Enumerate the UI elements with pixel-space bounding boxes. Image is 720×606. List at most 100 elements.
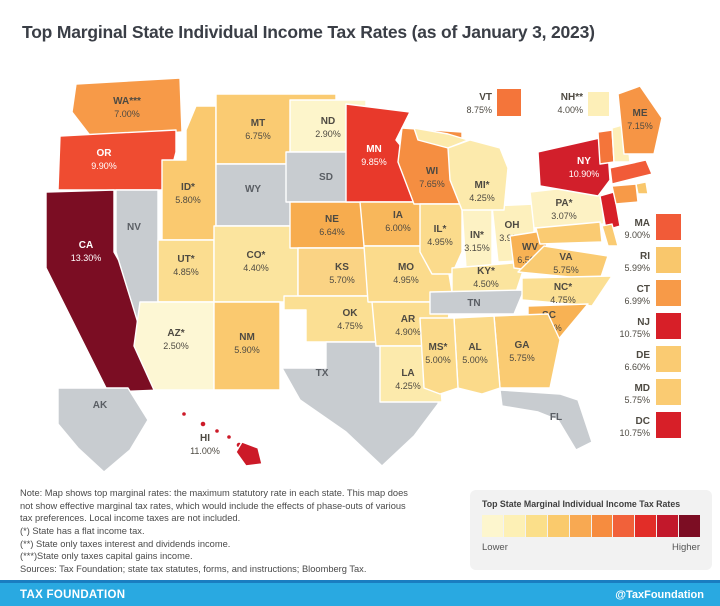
state-AZ: AZ* 2.50% — [133, 301, 215, 391]
callout-MD-swatch — [656, 379, 681, 405]
state-OK-label: OK — [343, 308, 359, 319]
state-AZ-label: AZ* — [167, 328, 184, 339]
note-line: tax preferences. Local income taxes are … — [20, 513, 241, 524]
state-NM: NM 5.90% — [213, 301, 281, 391]
state-NY-label: NY — [577, 156, 591, 167]
callout-RI-rate: 5.99% — [624, 263, 650, 273]
state-PA-label: PA* — [555, 198, 572, 209]
note-line: Note: Map shows top marginal rates: the … — [20, 488, 408, 498]
state-CO-label: CO* — [247, 250, 266, 261]
callout-NH: NH** 4.00% — [557, 92, 609, 116]
state-ME-rate: 7.15% — [627, 121, 653, 131]
footer-brand: TAX FOUNDATION — [20, 588, 126, 601]
state-HI-label: HI — [200, 433, 210, 444]
state-HI-shape — [199, 420, 207, 428]
callout-NJ-label: NJ — [637, 317, 650, 328]
state-AR-rate: 4.90% — [395, 327, 421, 337]
state-OR-shape — [57, 129, 177, 191]
state-FL-label: FL — [550, 412, 562, 423]
state-WV-label: WV — [522, 242, 538, 253]
state-UT-rate: 4.85% — [173, 267, 199, 277]
callout-DC-label: DC — [636, 416, 650, 427]
state-DE-shape — [601, 223, 619, 247]
callout-VT-rate: 8.75% — [466, 105, 492, 115]
state-AK: AK — [57, 387, 149, 473]
callout-CT-rate: 6.99% — [624, 296, 650, 306]
state-CO: CO* 4.40% — [213, 225, 299, 303]
legend-lower-label: Lower — [482, 542, 508, 553]
state-HI: HI 11.00% — [180, 410, 263, 467]
state-VA: VA 5.75% — [517, 245, 609, 281]
legend-panel: Top State Marginal Individual Income Tax… — [470, 490, 712, 570]
state-PA-rate: 3.07% — [551, 211, 577, 221]
state-CO-rate: 4.40% — [243, 263, 269, 273]
state-HI-shape — [213, 427, 221, 435]
legend-gradient — [482, 515, 701, 537]
state-MD — [535, 221, 603, 245]
us-choropleth-map: WA*** 7.00% OR 9.90% CA 13.30% NV ID* 5.80% MT 6.7… — [45, 77, 681, 473]
state-AL-rate: 5.00% — [462, 355, 488, 365]
state-MA — [609, 159, 653, 185]
legend-swatch-8 — [635, 515, 657, 537]
callout-DE-swatch — [656, 346, 681, 372]
callout-DE-label: DE — [636, 350, 650, 361]
page-title: Top Marginal State Individual Income Tax… — [22, 22, 595, 42]
state-GA: GA 5.75% — [493, 313, 561, 389]
legend-swatch-2 — [503, 515, 525, 537]
state-IL: IL* 4.95% — [419, 203, 463, 275]
state-TN-shape — [429, 289, 525, 315]
state-LA-rate: 4.25% — [395, 381, 421, 391]
callout-NH-swatch — [588, 92, 609, 116]
state-NM-rate: 5.90% — [234, 345, 260, 355]
state-AK-shape — [57, 387, 149, 473]
legend-swatch-9 — [657, 515, 679, 537]
state-MT-label: MT — [251, 118, 265, 129]
state-IL-label: IL* — [434, 224, 447, 235]
legend-higher-label: Higher — [672, 542, 700, 553]
state-OK-rate: 4.75% — [337, 321, 363, 331]
legend-swatch-6 — [591, 515, 613, 537]
state-LA-label: LA — [401, 368, 414, 379]
callout-NJ-rate: 10.75% — [619, 329, 650, 339]
state-RI-shape — [635, 181, 649, 195]
callout-DE: DE6.60% — [624, 346, 681, 372]
state-MI-label: MI* — [475, 180, 490, 191]
state-IN-rate: 3.15% — [464, 243, 490, 253]
callout-VT: VT 8.75% — [466, 89, 521, 116]
state-MI-rate: 4.25% — [469, 193, 495, 203]
state-OH-label: OH — [505, 220, 520, 231]
state-MN-rate: 9.85% — [361, 157, 387, 167]
state-WY-label: WY — [245, 184, 261, 195]
callout-CT-swatch — [656, 280, 681, 306]
callout-MD-label: MD — [634, 383, 650, 394]
state-WY-shape — [215, 163, 293, 227]
callout-MA-label: MA — [634, 218, 650, 229]
state-ME: ME 7.15% — [617, 85, 663, 155]
state-RI — [635, 181, 649, 195]
state-IL-rate: 4.95% — [427, 237, 453, 247]
callout-VT-label: VT — [479, 92, 492, 103]
state-MO-label: MO — [398, 262, 414, 273]
callout-CT-label: CT — [637, 284, 650, 295]
state-OR-rate: 9.90% — [91, 161, 117, 171]
state-ND-label: ND — [321, 116, 335, 127]
state-TN-label: TN — [467, 298, 480, 309]
callout-DE-rate: 6.60% — [624, 362, 650, 372]
state-NE-rate: 6.64% — [319, 227, 345, 237]
state-VA-label: VA — [559, 252, 572, 263]
callout-NJ-swatch — [656, 313, 681, 339]
state-NC: NC* 4.75% — [521, 275, 613, 307]
callout-MD-rate: 5.75% — [624, 395, 650, 405]
note-line: (*) State has a flat income tax. — [20, 525, 145, 536]
legend-swatch-7 — [613, 515, 635, 537]
state-OR-label: OR — [97, 148, 113, 159]
state-WI-label: WI — [426, 166, 438, 177]
state-DE — [601, 223, 619, 247]
state-MS: MS* 5.00% — [419, 317, 459, 395]
state-ID-rate: 5.80% — [175, 195, 201, 205]
footer-bar: TAX FOUNDATION @TaxFoundation — [0, 580, 720, 606]
state-MS-rate: 5.00% — [425, 355, 451, 365]
state-HI-shape — [180, 410, 188, 418]
